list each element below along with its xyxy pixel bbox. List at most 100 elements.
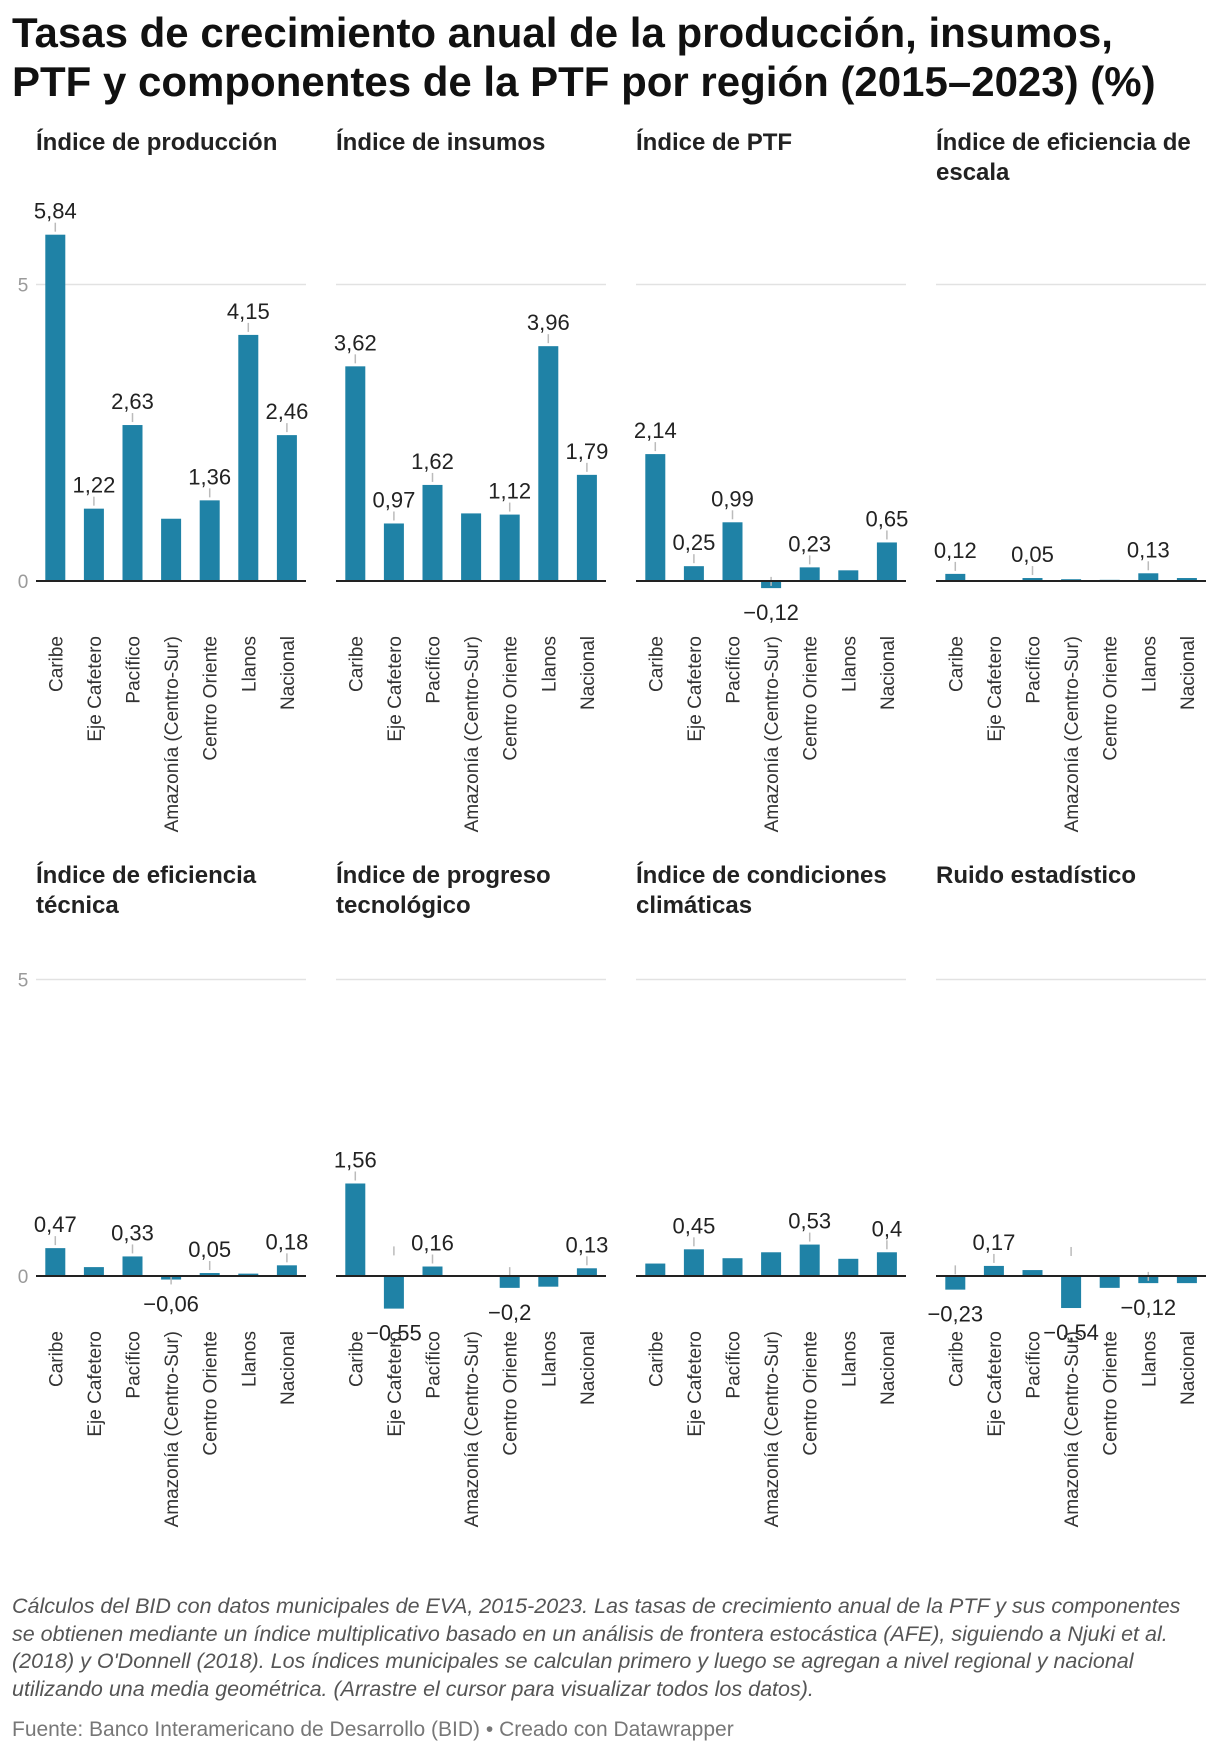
data-label: 3,62 [334,330,377,355]
category-label: Nacional [1178,1331,1199,1405]
bar [276,435,297,581]
bar [945,1276,966,1290]
data-label: −0,54 [1043,1320,1099,1345]
data-label: 0,65 [865,506,908,531]
bar [645,1263,666,1276]
category-label: Nacional [578,1331,599,1405]
bar [538,1276,559,1287]
bar [645,454,666,581]
category-label: Caribe [46,1331,67,1387]
bar [876,542,897,581]
bar [722,522,743,581]
bar [238,1273,259,1276]
data-label: 1,22 [72,473,115,498]
category-label: Llanos [539,636,560,692]
category-label: Amazonía (Centro-Sur) [462,1331,483,1527]
category-label: Eje Cafetero [85,636,106,742]
category-label: Caribe [646,1331,667,1387]
panel-title-produccion: Índice de producción [36,129,278,156]
bar [799,567,820,581]
category-label: Nacional [1178,636,1199,710]
data-label: 0,17 [972,1230,1015,1255]
data-label: 0,4 [872,1216,903,1241]
bar [83,508,104,581]
data-label: 5,84 [34,199,77,224]
bar [838,570,859,581]
data-label: 1,79 [565,439,608,464]
bar [1176,1276,1197,1284]
bar [422,484,443,581]
bar [499,1276,520,1288]
bar [422,1266,443,1276]
bar [1099,1276,1120,1288]
bar [122,1256,143,1276]
bar [1138,573,1159,581]
bar [45,1248,66,1276]
data-label: 0,25 [672,530,715,555]
category-label: Pacífico [1024,636,1045,704]
data-label: 4,15 [227,299,270,324]
data-label: 0,18 [265,1229,308,1254]
category-label: Centro Oriente [201,1331,222,1456]
data-label: 0,05 [188,1237,231,1262]
panel-title-eficiencia-tecnica: Índice de eficiencia técnica [36,862,257,919]
data-label: 0,97 [372,487,415,512]
category-label: Amazonía (Centro-Sur) [162,636,183,832]
bar [799,1244,820,1276]
category-label: Caribe [46,636,67,692]
bar [876,1252,897,1276]
data-label: 0,99 [711,486,754,511]
category-label: Eje Cafetero [685,1331,706,1437]
bar [383,523,404,581]
data-label: 2,14 [634,418,677,443]
data-label: −0,2 [488,1300,531,1325]
data-label: 1,12 [488,479,531,504]
category-label: Caribe [346,1331,367,1387]
data-label: 2,46 [265,399,308,424]
bar [199,1273,220,1276]
data-label: 3,96 [527,310,570,335]
data-label: 0,45 [672,1213,715,1238]
category-label: Eje Cafetero [385,636,406,742]
category-label: Centro Oriente [501,1331,522,1456]
data-label: 0,33 [111,1220,154,1245]
category-label: Llanos [839,636,860,692]
category-label: Llanos [239,636,260,692]
category-label: Nacional [578,636,599,710]
bar [238,334,259,581]
category-label: Amazonía (Centro-Sur) [1062,1331,1083,1527]
small-multiples-bar-charts: 0 5 5,84 Caribe 1,22 Eje Cafetero 2,63 Pacífico… [18,199,1206,1527]
category-label: Eje Cafetero [85,1331,106,1437]
data-label: 1,36 [188,464,231,489]
data-label: 1,56 [334,1147,377,1172]
bar [1176,578,1197,581]
category-label: Nacional [878,1331,899,1405]
data-label: 0,13 [565,1232,608,1257]
data-label: 0,47 [34,1212,77,1237]
category-label: Caribe [946,636,967,692]
source-credit: Fuente: Banco Interamericano de Desarrol… [12,1718,734,1741]
category-label: Centro Oriente [1101,1331,1122,1456]
category-label: Eje Cafetero [985,1331,1006,1437]
category-label: Centro Oriente [201,636,222,761]
category-label: Llanos [1139,1331,1160,1387]
y-tick-label: 5 [18,276,29,297]
category-label: Llanos [239,1331,260,1387]
bar [345,366,366,581]
bar [1022,1270,1043,1276]
category-label: Centro Oriente [801,1331,822,1456]
category-label: Amazonía (Centro-Sur) [462,636,483,832]
data-label: 0,16 [411,1231,454,1256]
bar [83,1267,104,1276]
category-label: Pacífico [424,1331,445,1399]
category-label: Pacífico [124,1331,145,1399]
bar [499,514,520,581]
bar [199,500,220,581]
category-label: Nacional [278,636,299,710]
bar [945,573,966,581]
category-label: Eje Cafetero [385,1331,406,1437]
category-label: Caribe [346,636,367,692]
category-label: Amazonía (Centro-Sur) [162,1331,183,1527]
category-label: Amazonía (Centro-Sur) [762,636,783,832]
data-label: 0,23 [788,531,831,556]
